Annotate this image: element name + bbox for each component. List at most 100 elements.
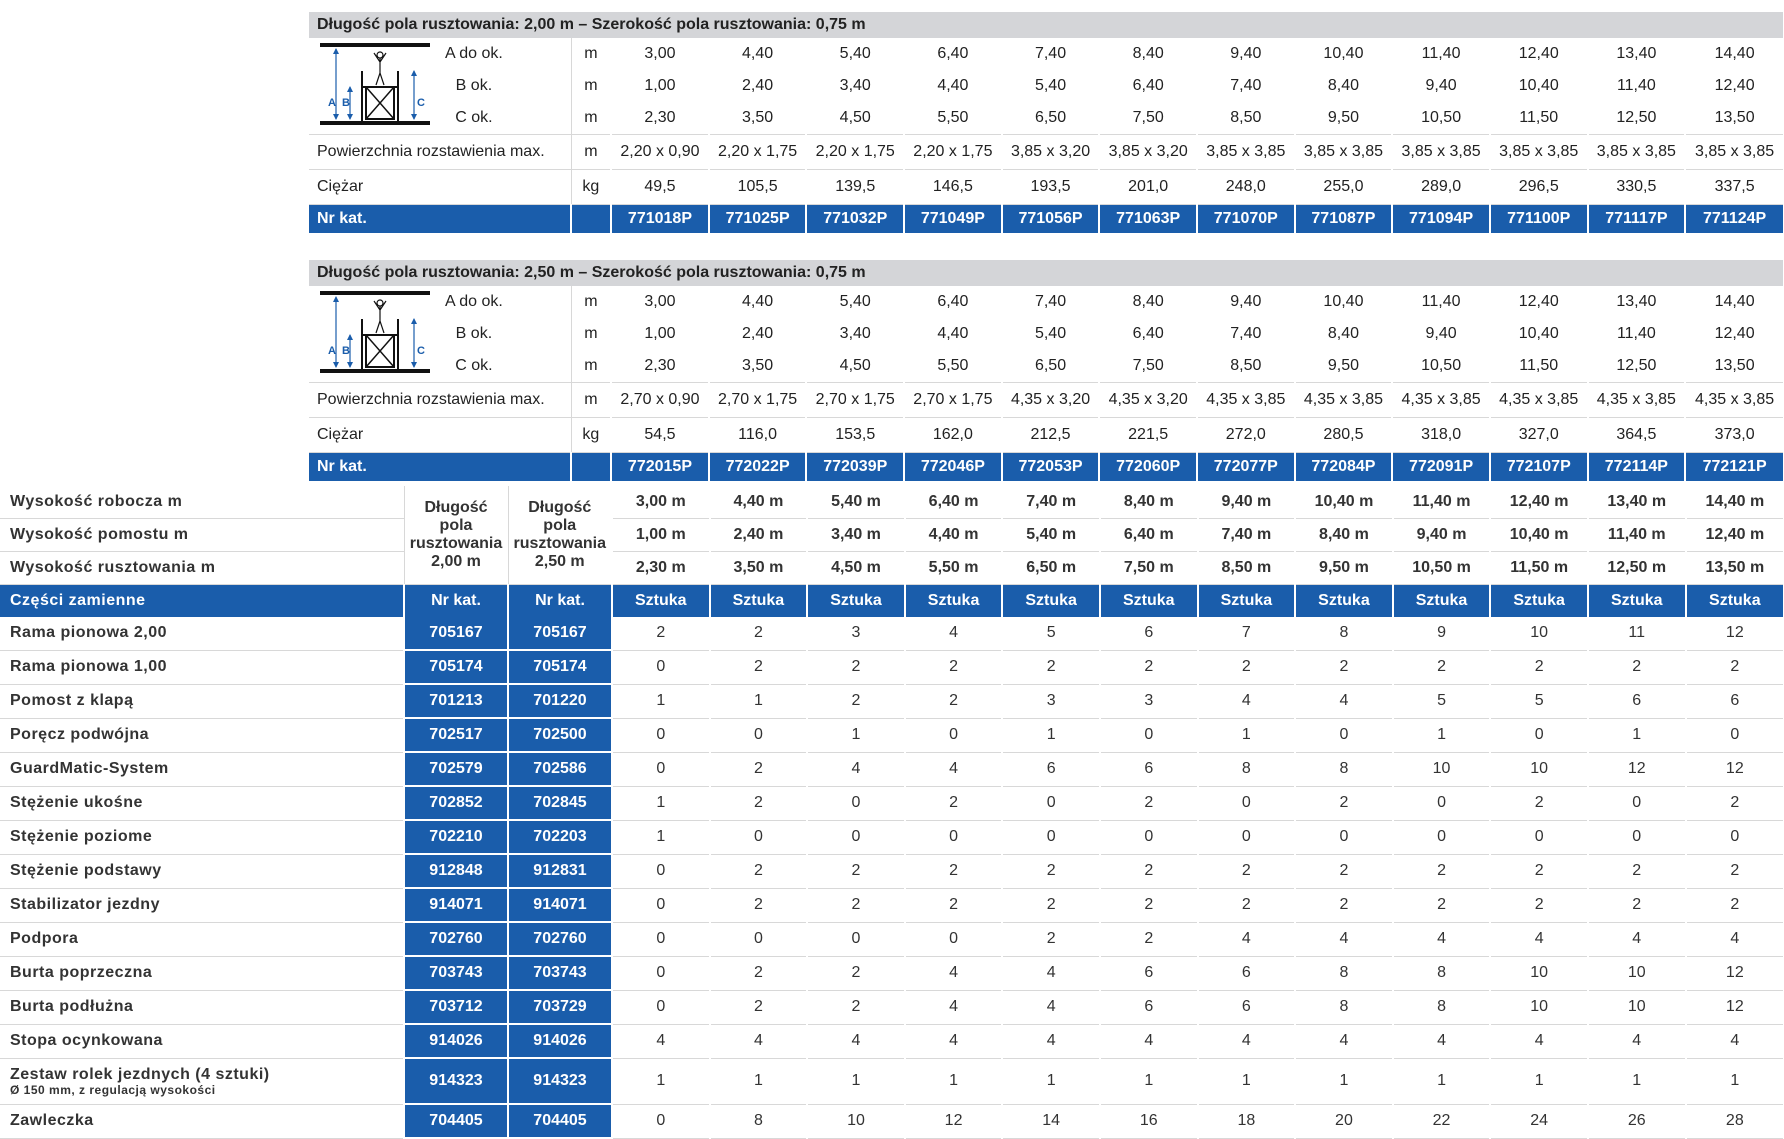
part-quantity: 4 (611, 1024, 710, 1059)
catalog-number: 772084P (1293, 452, 1393, 481)
catalog-number: 772077P (1195, 452, 1295, 481)
weight-value: 364,5 (1586, 417, 1686, 453)
part-quantity: 8 (1196, 752, 1296, 787)
dim-value: 11,40 (1391, 38, 1490, 70)
part-quantity: 6 (1684, 684, 1784, 719)
part-quantity: 2 (903, 650, 1003, 685)
dim-value: 7,40 (1195, 318, 1295, 350)
part-quantity: 0 (903, 922, 1003, 957)
dim-label-c: C ok. (455, 357, 493, 374)
part-quantity: 1 (1001, 718, 1100, 753)
product-table-2-5m: Długość pola rusztowania: 2,50 m – Szero… (309, 260, 1783, 481)
catalog-label: Nr kat. (309, 452, 572, 481)
dim-value: 2,30 (610, 102, 709, 135)
dim-value: 8,40 (1293, 70, 1393, 102)
dim-value: 4,40 (707, 286, 807, 318)
part-quantity: 0 (1586, 820, 1686, 855)
part-quantity: 2 (708, 752, 808, 787)
part-quantity: 2 (806, 956, 905, 991)
part-quantity: 26 (1586, 1104, 1686, 1139)
dim-value: 2,40 (707, 318, 807, 350)
part-quantity: 6 (1196, 990, 1296, 1025)
part-catalog-2-5m: 703729 (507, 990, 612, 1025)
height-value: 3,50 m (708, 551, 808, 585)
weight-label: Ciężar (309, 169, 572, 205)
part-quantity: 16 (1098, 1104, 1198, 1139)
part-quantity: 12 (1684, 956, 1784, 991)
unit-label: m (570, 70, 612, 102)
weight-value: 337,5 (1684, 169, 1783, 205)
part-quantity: 0 (1489, 718, 1588, 753)
dim-value: 6,40 (1098, 318, 1197, 350)
quantity-header: Sztuka (1586, 584, 1686, 617)
catalog-number: 771049P (903, 204, 1002, 233)
area-value: 2,20 x 0,90 (610, 134, 709, 170)
part-quantity: 12 (1586, 752, 1686, 787)
unit-label: m (570, 134, 612, 170)
catalog-number: 771087P (1293, 204, 1393, 233)
dim-value: 14,40 (1684, 286, 1783, 318)
dim-value: 5,40 (805, 38, 905, 70)
part-quantity: 2 (903, 786, 1003, 821)
dim-value: 7,40 (1000, 38, 1100, 70)
area-value: 4,35 x 3,85 (1488, 382, 1588, 418)
weight-value: 248,0 (1195, 169, 1295, 205)
part-quantity: 3 (1098, 684, 1198, 719)
dim-value: 10,40 (1488, 318, 1588, 350)
dim-value: 4,40 (707, 38, 807, 70)
part-quantity: 2 (1098, 650, 1198, 685)
part-quantity: 8 (1294, 617, 1393, 651)
part-catalog-2-5m: 702586 (507, 752, 612, 787)
catalog-number: 772121P (1684, 452, 1783, 481)
part-quantity: 4 (1294, 922, 1393, 957)
catalog-number: 771070P (1195, 204, 1295, 233)
weight-value: 54,5 (610, 417, 709, 453)
part-catalog-2-5m: 914071 (507, 888, 612, 923)
part-quantity: 12 (903, 1104, 1003, 1139)
table-row: Stabilizator jezdny 914071 914071 0 2 2 2 2 2 2 2 2… (0, 888, 1784, 923)
area-value: 3,85 x 3,85 (1488, 134, 1588, 170)
dim-label-a: A do ok. (445, 293, 503, 310)
part-quantity: 11 (1586, 617, 1686, 651)
dim-value: 12,40 (1684, 70, 1783, 102)
part-quantity: 4 (903, 1024, 1003, 1059)
weight-value: 318,0 (1391, 417, 1490, 453)
weight-value: 162,0 (903, 417, 1002, 453)
part-quantity: 2 (708, 650, 808, 685)
diagram-label-c: C (417, 345, 425, 357)
quantity-header: Sztuka (903, 584, 1003, 617)
part-quantity: 6 (1196, 956, 1296, 991)
part-quantity: 7 (1196, 617, 1296, 651)
weight-unit: kg (570, 169, 612, 205)
dim-value: 12,40 (1488, 38, 1588, 70)
dim-value: 8,40 (1098, 38, 1197, 70)
catalog-number: 772022P (707, 452, 807, 481)
dim-value: 2,40 (707, 70, 807, 102)
unit-label: m (570, 38, 612, 70)
height-value: 4,50 m (806, 551, 905, 585)
part-quantity: 0 (611, 650, 710, 685)
dim-label-a: A do ok. (445, 45, 503, 62)
part-catalog-2m: 914323 (403, 1058, 508, 1105)
height-value: 2,30 m (611, 551, 710, 585)
table-row: Rama pionowa 1,00 705174 705174 0 2 2 2 2 2 2 2 2 2 2… (0, 650, 1784, 685)
part-catalog-2-5m: 702760 (507, 922, 612, 957)
part-catalog-2m: 702210 (403, 820, 508, 855)
height-value: 13,50 m (1684, 551, 1784, 585)
dim-value: 3,40 (805, 318, 905, 350)
part-quantity: 1 (806, 1058, 905, 1105)
part-quantity: 2 (1684, 650, 1784, 685)
area-value: 3,85 x 3,85 (1293, 134, 1393, 170)
area-label: Powierzchnia rozstawienia max. (309, 134, 572, 170)
part-quantity: 2 (1001, 922, 1100, 957)
part-quantity: 0 (611, 990, 710, 1025)
part-name: Stabilizator jezdny (0, 888, 404, 923)
dim-value: 10,40 (1293, 286, 1393, 318)
dim-value: 11,40 (1586, 318, 1686, 350)
dim-value: 11,40 (1391, 286, 1490, 318)
part-quantity: 2 (1489, 786, 1588, 821)
part-quantity: 3 (806, 617, 905, 651)
spare-parts-table: Wysokość robocza m Długość pola rusztowania… (0, 486, 1784, 1139)
part-quantity: 1 (1586, 1058, 1686, 1105)
catalog-number: 772091P (1391, 452, 1490, 481)
